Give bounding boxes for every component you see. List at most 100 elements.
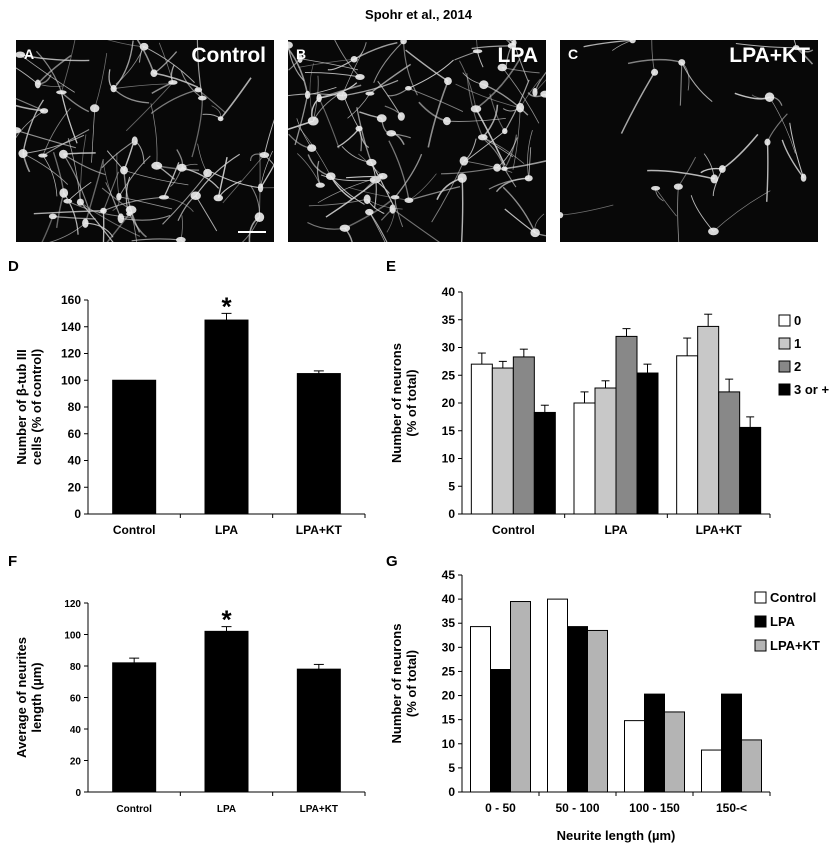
neurite — [348, 186, 409, 201]
neurite — [60, 40, 76, 93]
legend-label: LPA+KT — [770, 638, 820, 653]
bar — [204, 319, 249, 515]
cell-body — [390, 195, 400, 200]
cell-body — [366, 158, 377, 167]
y-tick-label: 40 — [70, 725, 82, 736]
neurite — [35, 50, 62, 93]
cell-body — [651, 185, 661, 191]
cell-body — [457, 173, 467, 183]
neurite — [460, 178, 464, 242]
cell-body — [718, 165, 726, 173]
neurite — [647, 169, 715, 180]
neurite — [373, 40, 404, 84]
cell-body — [363, 194, 371, 205]
neurite — [392, 208, 441, 242]
cell-body — [82, 218, 89, 228]
cell-body — [59, 149, 68, 159]
cell-body — [800, 173, 807, 182]
y-axis-label: cells (% of control) — [29, 349, 44, 465]
neurite — [655, 188, 677, 217]
legend-label: 3 or + — [794, 382, 829, 397]
cell-body — [369, 176, 381, 184]
cell-body — [254, 212, 265, 223]
neurite — [431, 160, 465, 223]
cell-body — [39, 108, 49, 114]
bar — [510, 601, 531, 793]
bar — [470, 363, 493, 515]
neurite — [504, 168, 517, 188]
legend-label: LPA — [770, 614, 796, 629]
cell-body — [339, 224, 351, 232]
cell-body — [355, 74, 365, 80]
cell-body — [355, 125, 363, 132]
cell-body — [404, 86, 412, 91]
x-tick-label: LPA — [604, 523, 627, 537]
condition-label: LPA — [497, 44, 538, 67]
neurite — [41, 216, 54, 242]
y-tick-label: 60 — [70, 694, 82, 705]
y-tick-label: 20 — [68, 480, 82, 494]
bar — [112, 379, 157, 515]
neurite — [766, 142, 769, 202]
neurite — [370, 162, 396, 209]
figure-citation: Spohr et al., 2014 — [365, 7, 472, 22]
y-tick-label: 25 — [442, 664, 456, 678]
y-tick-label: 40 — [442, 285, 456, 299]
neurite — [769, 96, 796, 154]
neurite — [162, 172, 208, 225]
y-tick-label: 80 — [70, 662, 82, 673]
cell-body — [708, 227, 719, 236]
neurite — [627, 58, 682, 65]
significance-marker: * — [221, 291, 232, 321]
legend-swatch — [754, 639, 767, 652]
neurite — [534, 79, 546, 93]
bar — [567, 626, 588, 793]
neurite — [446, 118, 506, 122]
x-tick-label: 0 - 50 — [485, 801, 516, 815]
neurite — [681, 62, 713, 103]
cell-body — [479, 80, 489, 90]
cell-body — [120, 165, 128, 175]
bar — [573, 402, 596, 515]
y-axis-label: Average of neurites — [14, 637, 29, 758]
neurite — [63, 153, 106, 176]
legend-swatch — [778, 337, 791, 350]
neurite — [102, 160, 122, 219]
neurite — [128, 213, 147, 238]
y-tick-label: 35 — [442, 616, 456, 630]
cell-body — [470, 105, 482, 113]
x-tick-label: 100 - 150 — [629, 801, 680, 815]
cell-body — [197, 95, 207, 101]
bar — [636, 372, 659, 515]
chart-f: 0 20 40 60 80 100 120 Average of neurites length… — [14, 599, 366, 815]
cell-body — [365, 208, 374, 216]
neurite — [33, 210, 104, 215]
neurite — [308, 198, 368, 207]
micrograph-lpa: B LPA — [288, 40, 546, 242]
neurite — [80, 201, 141, 237]
cell-body — [502, 128, 508, 135]
cell-body — [443, 117, 451, 126]
legend-swatch — [778, 314, 791, 327]
neuron-image — [288, 40, 546, 242]
condition-label: LPA+KT — [729, 44, 810, 67]
y-axis-label: Number of β-tub III — [14, 349, 29, 465]
neurite — [651, 40, 655, 73]
cell-body — [501, 166, 508, 171]
x-tick-label: LPA — [217, 804, 236, 815]
y-tick-label: 45 — [442, 568, 456, 582]
neurite — [22, 99, 45, 154]
cell-body — [477, 134, 488, 141]
cell-body — [629, 40, 636, 44]
bar — [547, 598, 568, 793]
x-tick-label: LPA+KT — [696, 523, 743, 537]
cell-body — [139, 42, 149, 51]
neurite — [191, 98, 203, 158]
y-tick-label: 80 — [68, 400, 82, 414]
bar — [594, 387, 617, 515]
cell-body — [673, 183, 683, 190]
significance-marker: * — [221, 605, 232, 635]
neurite — [484, 139, 506, 169]
cell-body — [213, 194, 224, 202]
y-tick-label: 100 — [64, 631, 81, 642]
